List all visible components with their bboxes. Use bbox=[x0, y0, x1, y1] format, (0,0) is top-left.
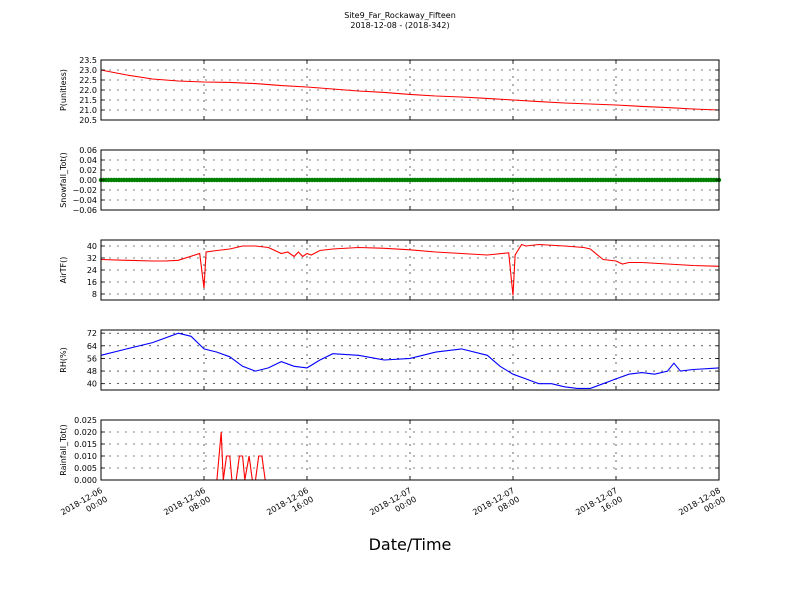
y-tick-label: −0.02 bbox=[72, 186, 97, 195]
y-tick-label: 48 bbox=[87, 367, 97, 376]
y-tick-label: 0.04 bbox=[79, 156, 97, 165]
y-tick-label: 56 bbox=[87, 354, 97, 363]
y-tick-label: −0.06 bbox=[72, 206, 97, 215]
y-tick-label: 0.02 bbox=[79, 166, 97, 175]
y-tick-label: 22.5 bbox=[79, 76, 97, 85]
y-tick-label: 22.0 bbox=[79, 86, 97, 95]
y-tick-label: 21.0 bbox=[79, 106, 97, 115]
panel-airtemp: 8 16 24 32 40 AirTF() bbox=[59, 239, 720, 301]
y-tick-label: 8 bbox=[92, 290, 97, 299]
series-line-rainfall bbox=[101, 431, 719, 481]
y-tick-label: 40 bbox=[87, 242, 97, 251]
x-tick-label: 2018-12-0708:00 bbox=[471, 486, 521, 526]
y-tick-label: 32 bbox=[87, 254, 97, 263]
x-tick-label: 2018-12-0800:00 bbox=[677, 486, 727, 526]
y-tick-label: −0.04 bbox=[72, 196, 97, 205]
y-axis-label: Snowfall_Tot() bbox=[59, 152, 68, 208]
panel-rh: 40 48 56 64 72 RH(%) bbox=[59, 329, 720, 391]
panel-pressure: 20.521.021.522.022.523.023.5 P(unitless) bbox=[59, 56, 720, 125]
x-tick-label: 2018-12-0716:00 bbox=[574, 486, 624, 526]
panel-snowfall: −0.06−0.04−0.020.000.020.040.06 Snowfall_… bbox=[59, 146, 722, 215]
y-tick-label: 0.005 bbox=[74, 464, 97, 473]
y-tick-label: 64 bbox=[87, 342, 97, 351]
x-tick-label: 2018-12-0608:00 bbox=[162, 486, 212, 526]
y-tick-label: 20.5 bbox=[79, 116, 97, 125]
y-axis-label: AirTF() bbox=[59, 257, 68, 284]
chart-title: Site9_Far_Rockaway_Fifteen bbox=[344, 11, 456, 20]
y-tick-label: 72 bbox=[87, 329, 97, 338]
panel-rainfall: 0.000 0.005 0.010 0.015 0.020 0.025 Rainfall_T… bbox=[59, 416, 720, 485]
y-tick-label: 0.025 bbox=[74, 416, 97, 425]
x-axis-title: Date/Time bbox=[368, 535, 452, 554]
series-line-pressure bbox=[100, 69, 720, 111]
y-tick-label: 0.00 bbox=[79, 176, 97, 185]
chart-subtitle: 2018-12-08 - (2018-342) bbox=[350, 21, 450, 30]
y-tick-label: 21.5 bbox=[79, 96, 97, 105]
y-tick-label: 40 bbox=[87, 380, 97, 389]
x-tick-label: 2018-12-0700:00 bbox=[368, 486, 418, 526]
y-tick-label: 24 bbox=[87, 266, 97, 275]
y-axis-label: P(unitless) bbox=[59, 69, 68, 111]
y-tick-label: 0.015 bbox=[74, 440, 97, 449]
y-tick-label: 0.010 bbox=[74, 452, 97, 461]
series-line-rh bbox=[100, 332, 720, 389]
y-tick-label: 23.0 bbox=[79, 66, 97, 75]
y-tick-label: 23.5 bbox=[79, 56, 97, 65]
y-tick-label: 0.020 bbox=[74, 428, 97, 437]
y-tick-label: 16 bbox=[87, 278, 97, 287]
y-axis-label: RH(%) bbox=[59, 347, 68, 372]
series-line-airtemp bbox=[100, 243, 720, 296]
y-axis-label: Rainfall_Tot() bbox=[59, 424, 68, 476]
y-tick-label: 0.000 bbox=[74, 476, 97, 485]
x-tick-label: 2018-12-0600:00 bbox=[59, 486, 109, 526]
x-tick-label: 2018-12-0616:00 bbox=[265, 486, 315, 526]
y-tick-label: 0.06 bbox=[79, 146, 97, 155]
